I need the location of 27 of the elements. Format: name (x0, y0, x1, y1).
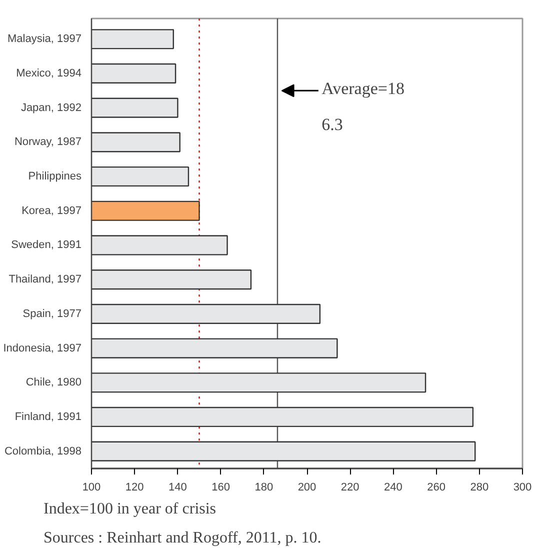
y-tick-label: Thailand, 1997 (8, 274, 82, 286)
y-tick-label: Sweden, 1991 (11, 239, 82, 252)
x-tick-label: 260 (427, 482, 446, 494)
y-tick-label: Philippines (28, 170, 82, 183)
x-tick-label: 220 (340, 482, 360, 494)
y-tick-label: Mexico, 1994 (16, 67, 82, 80)
x-tick-label: 200 (298, 482, 316, 494)
y-tick-label: Norway, 1987 (14, 136, 82, 148)
y-tick-label: Chile, 1980 (26, 376, 82, 389)
y-tick-label: Japan, 1992 (20, 102, 82, 114)
y-tick-label: Spain, 1977 (22, 308, 82, 320)
x-tick-label: 100 (82, 482, 101, 494)
y-tick-label: Finland, 1991 (14, 410, 82, 423)
y-tick-label: Colombia, 1998 (4, 445, 82, 458)
source-note: Sources : Reinhart and Rogoff, 2011, p. 10. (44, 530, 322, 546)
y-tick-label: Indonesia, 1997 (3, 342, 82, 354)
x-tick-label: 300 (513, 482, 532, 494)
text: Index=100 in year of crisis (44, 500, 216, 518)
y-tick-label: Korea, 1997 (22, 204, 82, 217)
x-tick-label: 120 (125, 482, 144, 494)
ref-line-label: Average=186.3 (322, 79, 404, 134)
x-tick-label: 160 (212, 482, 230, 494)
x-tick-label: 240 (384, 482, 402, 494)
y-tick-label: Malaysia, 1997 (8, 33, 82, 46)
x-tick-label: 280 (470, 482, 489, 494)
x-tick-label: 140 (168, 482, 187, 494)
x-tick-label: 180 (254, 482, 274, 494)
